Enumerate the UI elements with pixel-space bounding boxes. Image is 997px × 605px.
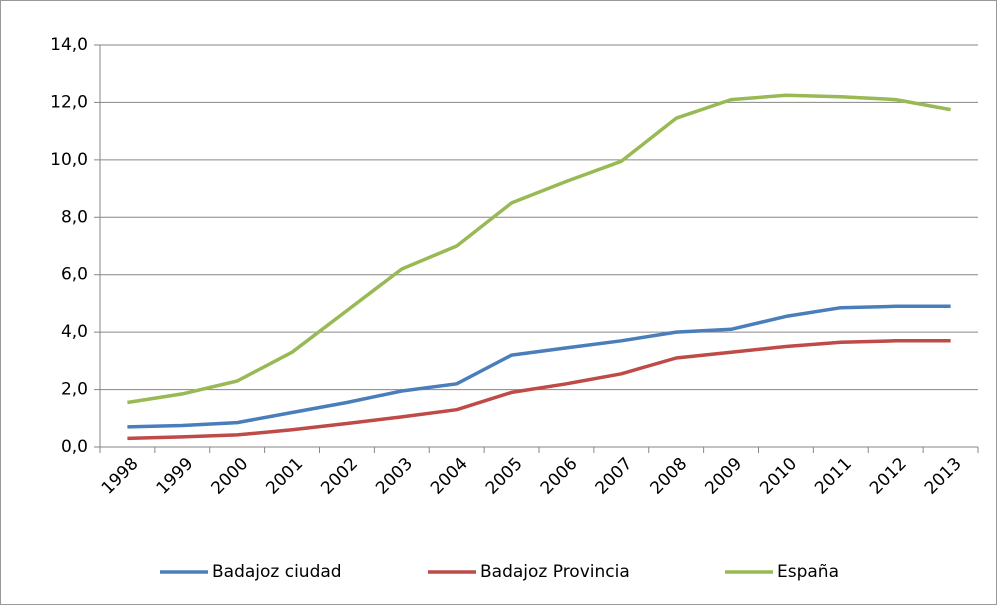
legend-label: Badajoz Provincia (480, 562, 630, 582)
y-tick-label: 2,0 (61, 380, 88, 400)
legend-label: España (777, 562, 839, 582)
series-line (127, 304, 951, 429)
y-tick-label: 0,0 (61, 437, 88, 457)
y-tick-label: 4,0 (61, 322, 88, 342)
y-tick-label: 6,0 (61, 265, 88, 285)
y-tick-label: 10,0 (50, 150, 88, 170)
y-tick-label: 8,0 (61, 207, 88, 227)
series-line (127, 339, 951, 441)
y-tick-label: 12,0 (50, 92, 88, 112)
series-line (127, 93, 951, 405)
legend-label: Badajoz ciudad (212, 562, 342, 582)
y-tick-label: 14,0 (50, 35, 88, 55)
